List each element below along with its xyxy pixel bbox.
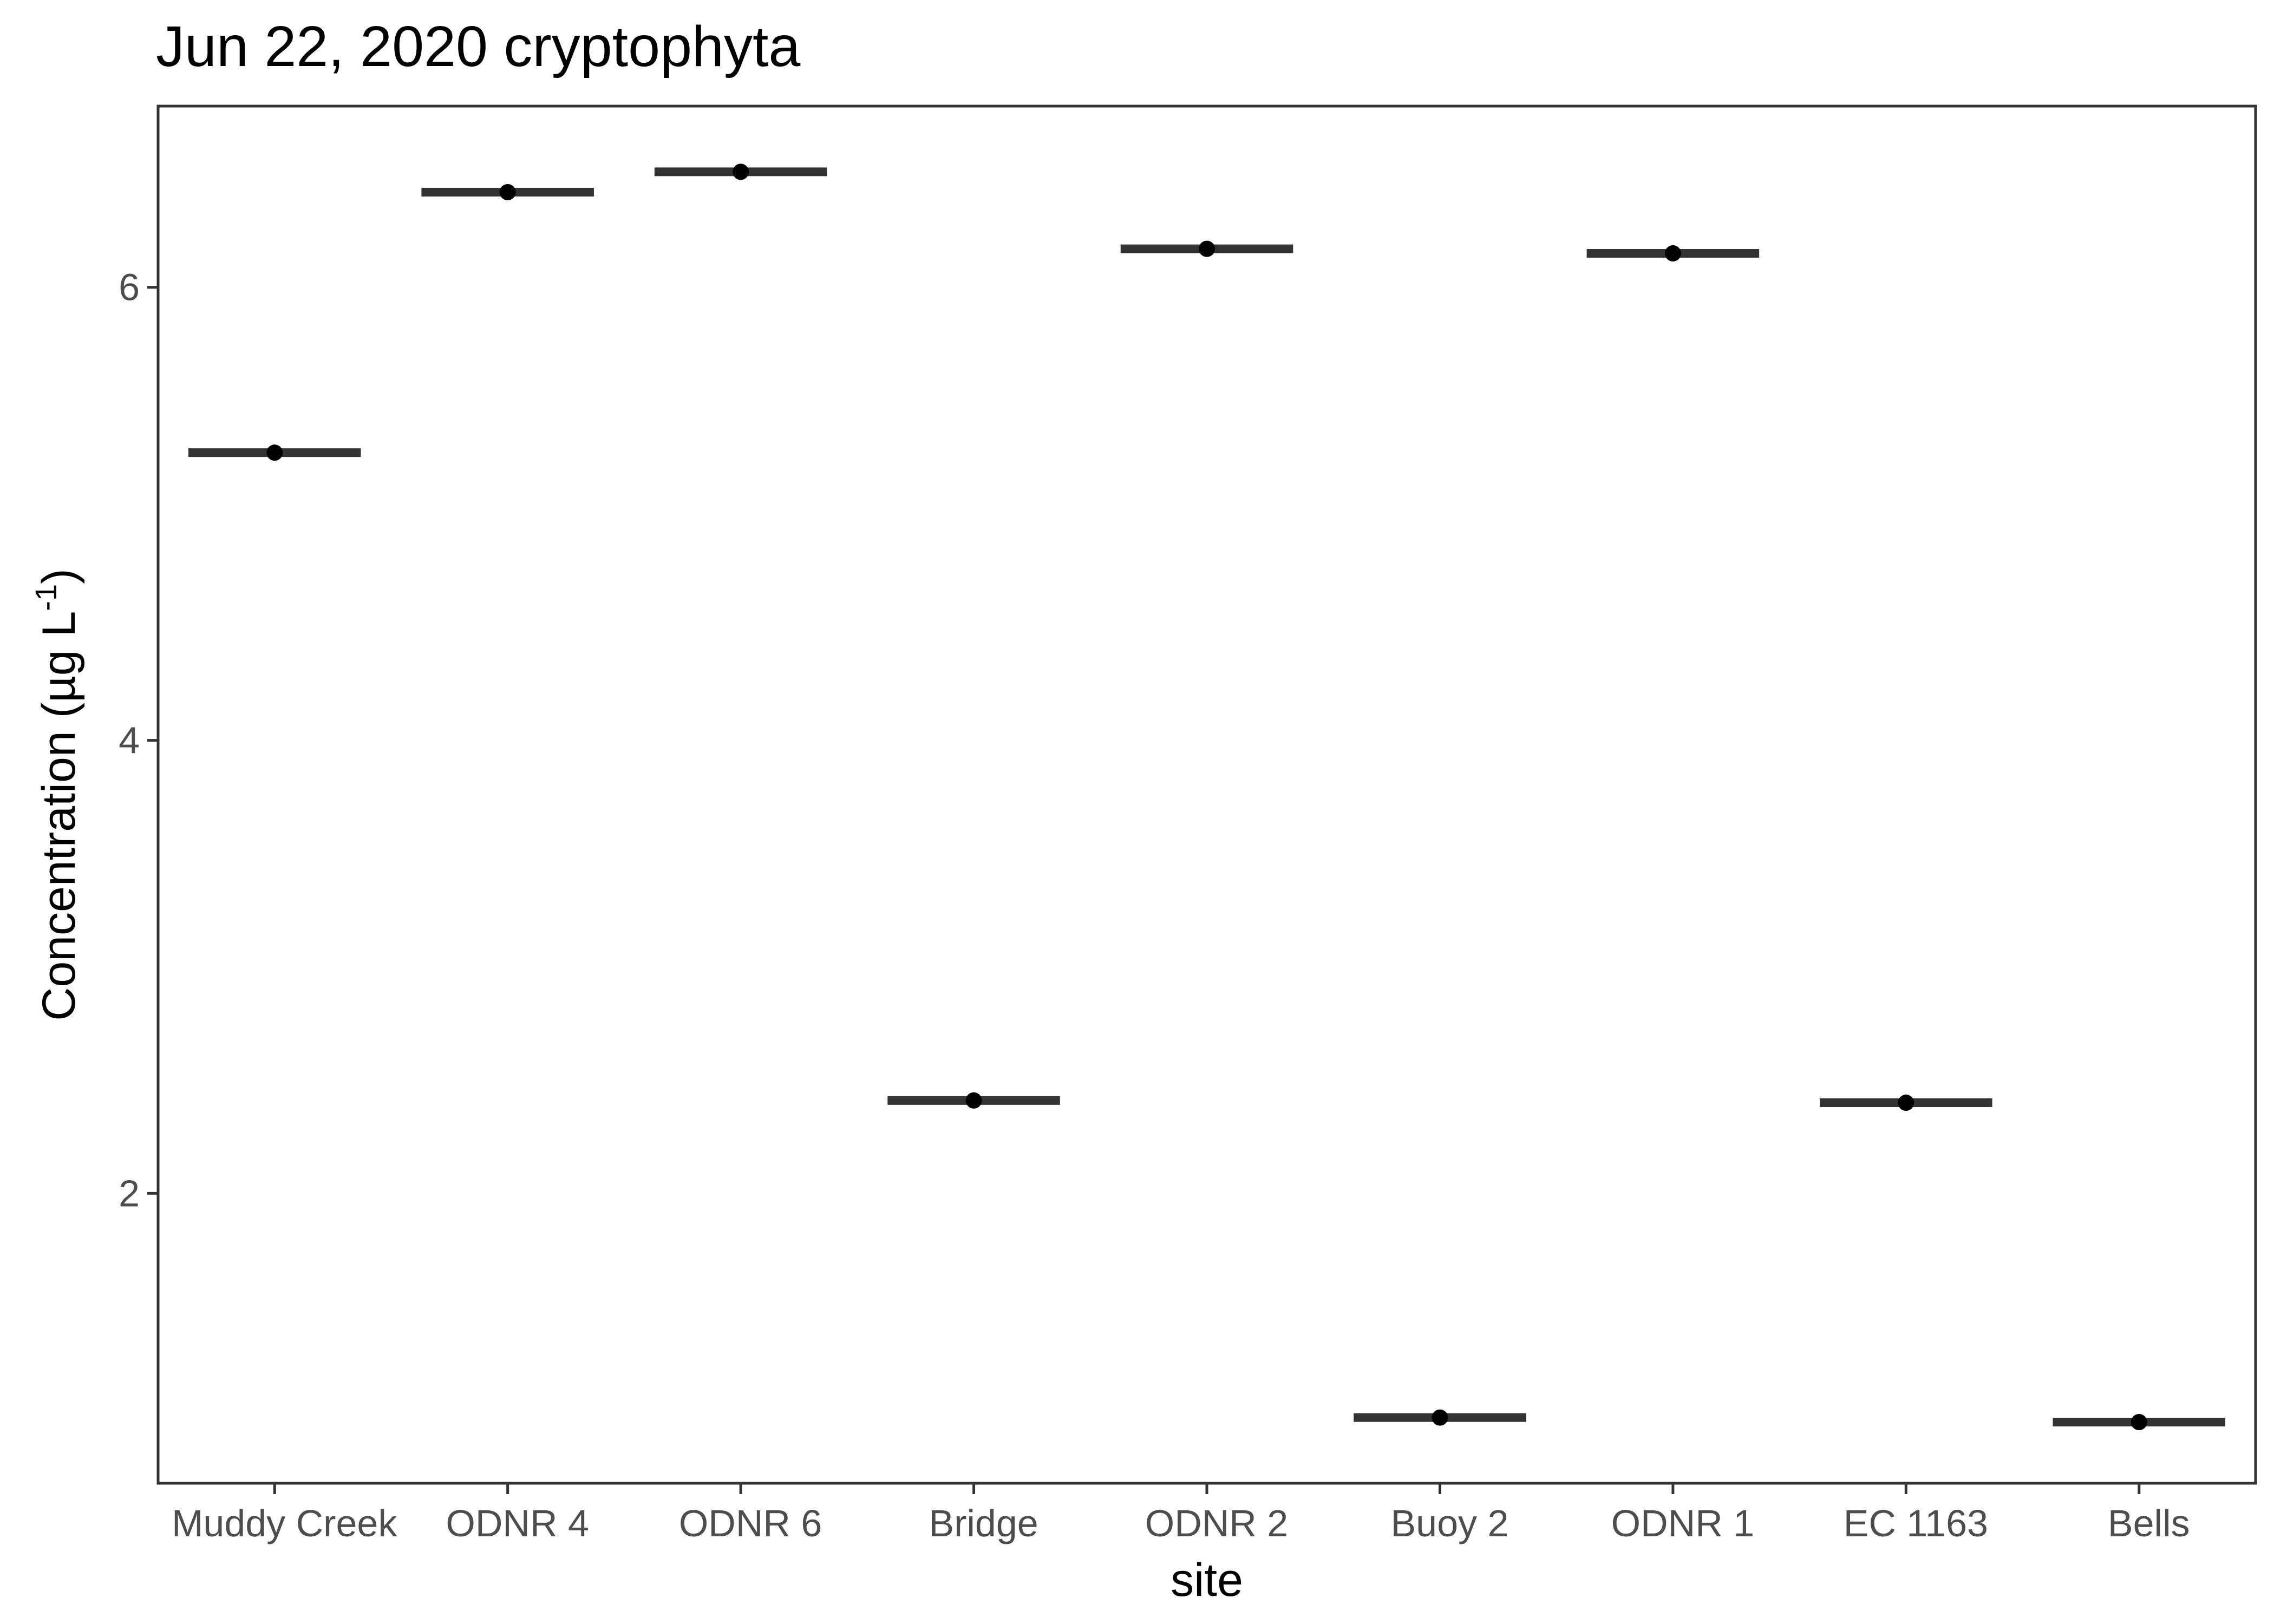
plot-panel [156, 104, 2257, 1485]
data-point [1898, 1095, 1914, 1111]
x-tick-label: ODNR 6 [679, 1502, 822, 1544]
y-axis-title-superscript: -1 [29, 584, 63, 611]
x-axis: Muddy Creek ODNR 4 ODNR 6 Bridge ODNR 2 Buoy … [172, 1483, 2190, 1544]
data-point [1664, 245, 1681, 261]
data-marks [188, 163, 2226, 1431]
x-tick-label: EC 1163 [1844, 1502, 1988, 1544]
y-tick-label: 4 [119, 719, 140, 762]
x-tick-label: ODNR 2 [1145, 1502, 1288, 1544]
data-point [965, 1092, 982, 1109]
x-tick-label: Buoy 2 [1390, 1502, 1508, 1544]
chart-title: Jun 22, 2020 cryptophyta [156, 15, 800, 78]
y-axis: 2 4 6 [119, 266, 158, 1214]
y-tick-label: 2 [119, 1172, 140, 1214]
data-point [1199, 240, 1215, 257]
x-tick-label: Muddy Creek [172, 1502, 397, 1544]
data-point [1432, 1409, 1448, 1426]
y-axis-title-main: Concentration (µg L [33, 611, 85, 1021]
y-axis-title-close: ) [33, 568, 85, 584]
y-axis-title: Concentration (µg L-1) [29, 568, 85, 1021]
x-tick-label: Bells [2108, 1502, 2190, 1544]
data-point [733, 163, 749, 180]
y-tick-label: 6 [119, 266, 140, 309]
x-tick-label: ODNR 1 [1611, 1502, 1754, 1544]
data-point [266, 444, 283, 461]
x-tick-label: ODNR 4 [446, 1502, 589, 1544]
x-axis-title: site [1171, 1554, 1243, 1606]
data-point [2131, 1414, 2147, 1431]
data-point [499, 184, 516, 200]
x-tick-label: Bridge [929, 1502, 1038, 1544]
